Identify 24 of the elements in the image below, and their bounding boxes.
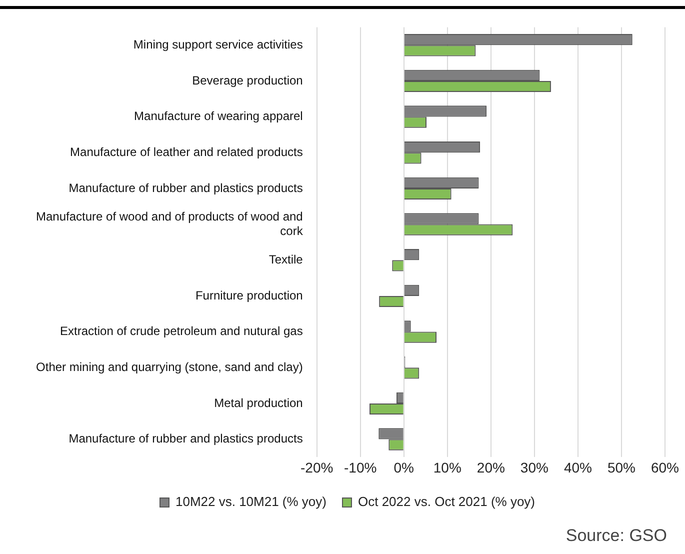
y-tick-label: Manufacture of rubber and plastics products [68,180,303,195]
x-tick-label: -20% [300,459,334,476]
y-tick-label: Extraction of crude petroleum and nutural gas [60,324,303,338]
x-tick-label: 20% [476,459,505,476]
y-tick-label: Beverage production [192,73,303,88]
legend-label: 10M22 vs. 10M21 (% yoy) [175,494,327,510]
y-tick-label: Metal production [214,396,303,410]
y-tick-label: Manufacture of wearing apparel [134,109,303,124]
x-tick-label: 40% [564,459,592,476]
legend-label: Oct 2022 vs. Oct 2021 (% yoy) [358,494,536,510]
x-tick-label: 60% [650,459,680,476]
y-tick-label: Textile [268,252,304,266]
y-tick-label: Manufacture of rubber and plastics products [68,432,303,446]
x-tick-label: 0% [394,459,414,476]
x-tick-label: 30% [520,459,548,476]
y-tick-label: Manufacture of wood and of products of wood and cork [36,209,304,238]
y-tick-label: Other mining and quarrying (stone, sand and clay) [36,360,303,374]
x-tick-label: 10% [433,459,462,476]
x-tick-label: -10% [344,459,377,476]
y-tick-label: Mining support service activities [133,37,303,52]
x-tick-label: 50% [607,459,636,476]
source-note: Source: GSO [566,526,667,546]
y-tick-label: Manufacture of leather and related products [70,144,303,159]
y-tick-label: Furniture production [195,288,303,302]
